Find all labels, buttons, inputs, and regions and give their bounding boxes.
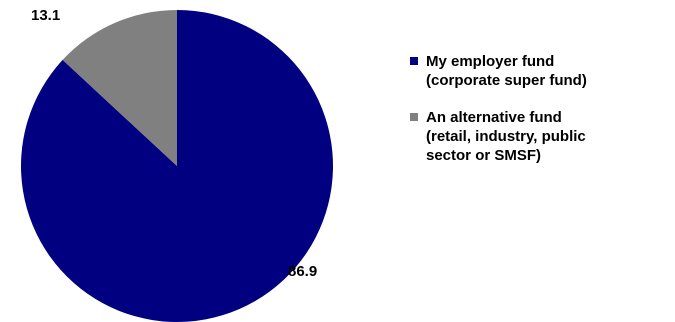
slice-label-alternative-fund: 13.1 xyxy=(31,7,61,24)
slice-label-employer-fund: 86.9 xyxy=(288,263,318,280)
pie-chart xyxy=(21,9,334,322)
legend-entry-employer-fund: My employer fund (corporate super fund) xyxy=(410,52,672,90)
legend-label-employer-fund: My employer fund (corporate super fund) xyxy=(426,53,587,89)
legend-swatch-alternative-fund xyxy=(410,113,418,121)
legend: My employer fund (corporate super fund) … xyxy=(410,52,672,183)
legend-label-alternative-fund: An alternative fund (retail, industry, p… xyxy=(426,109,586,164)
legend-entry-alternative-fund: An alternative fund (retail, industry, p… xyxy=(410,108,672,165)
legend-swatch-employer-fund xyxy=(410,57,418,65)
pie-slice-alternative-fund xyxy=(62,10,177,166)
pie-slice-employer-fund xyxy=(21,9,334,322)
